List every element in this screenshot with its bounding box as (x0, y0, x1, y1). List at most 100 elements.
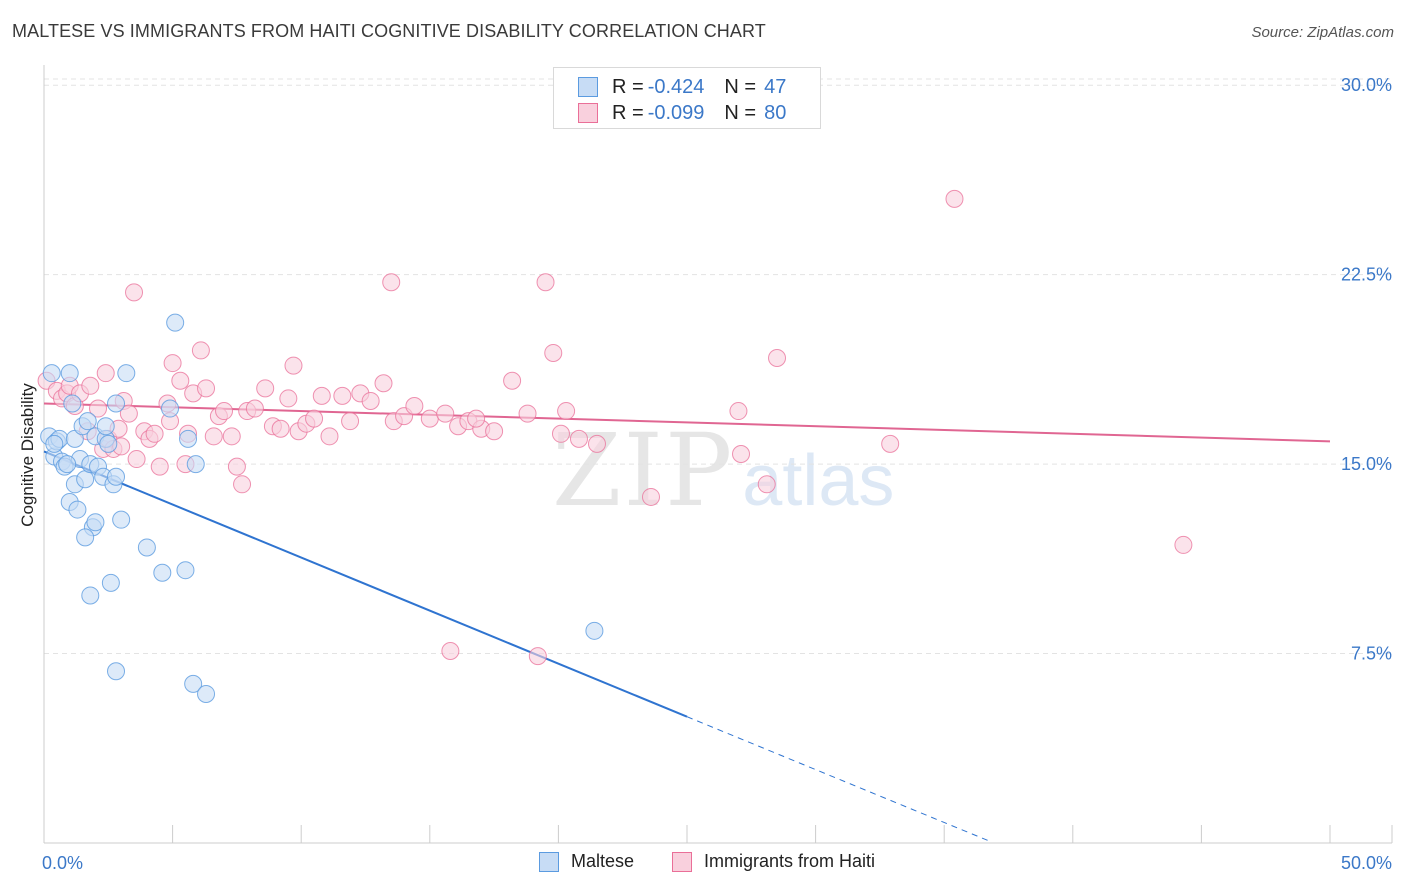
haiti-point (81, 376, 100, 395)
haiti-point (279, 389, 298, 408)
maltese-point (107, 662, 126, 681)
r-label: R = (612, 75, 644, 98)
haiti-point (150, 457, 169, 476)
haiti-point (732, 445, 751, 463)
r-value: -0.424 (647, 75, 705, 98)
haiti-point (485, 422, 504, 441)
haiti-point (305, 409, 324, 428)
maltese-swatch (578, 77, 598, 97)
haiti-point (768, 349, 787, 368)
y-tick-label: 30.0% (1341, 75, 1392, 95)
haiti-point (341, 412, 360, 431)
haiti-point (320, 427, 339, 446)
haiti-point (191, 341, 210, 360)
haiti-point (361, 391, 380, 410)
maltese-point (76, 528, 95, 547)
maltese-point (42, 364, 61, 383)
maltese-point (78, 412, 97, 431)
maltese-point (45, 434, 64, 453)
maltese-point (161, 399, 180, 418)
maltese-point (63, 394, 82, 413)
haiti-point (881, 434, 900, 453)
maltese-point (117, 364, 136, 383)
axes (43, 65, 1393, 844)
haiti-point (503, 371, 522, 390)
n-value: 80 (764, 101, 787, 124)
maltese-point (76, 470, 95, 489)
maltese-point (137, 538, 156, 557)
haiti-swatch (578, 103, 598, 123)
haiti-point (233, 475, 252, 494)
haiti-point (587, 434, 606, 453)
stats-row-maltese: R = -0.424 N = 47 (578, 74, 786, 100)
x-tick-label: 50.0% (1341, 853, 1392, 873)
haiti-point (757, 475, 776, 494)
maltese-point (96, 417, 115, 436)
maltese-point (153, 563, 172, 582)
haiti-point (945, 189, 964, 208)
maltese-point (58, 455, 77, 474)
haiti-points (37, 189, 1193, 666)
haiti-point (467, 409, 486, 428)
maltese-point (186, 455, 205, 474)
haiti-point (215, 402, 234, 421)
r-value: -0.099 (647, 101, 705, 124)
maltese-point (60, 364, 79, 383)
legend-item-haiti[interactable]: Immigrants from Haiti (672, 851, 875, 872)
haiti-point (528, 647, 547, 666)
haiti-point (284, 356, 303, 375)
haiti-point (171, 371, 190, 390)
maltese-points (40, 313, 604, 703)
maltese-point (112, 510, 131, 529)
chart-title: MALTESE VS IMMIGRANTS FROM HAITI COGNITI… (12, 21, 766, 41)
watermark: ZIP atlas (552, 412, 894, 529)
n-value: 47 (764, 75, 787, 98)
maltese-point (585, 621, 604, 640)
maltese-point (99, 434, 118, 453)
maltese-point (176, 561, 195, 580)
haiti-point (441, 642, 460, 661)
haiti-point (333, 386, 352, 405)
haiti-point (729, 402, 748, 421)
maltese-point (81, 586, 100, 605)
r-label: R = (612, 101, 644, 124)
legend-label-haiti: Immigrants from Haiti (704, 851, 876, 871)
haiti-point (89, 399, 108, 418)
y-tick-label: 7.5% (1351, 644, 1392, 664)
haiti-point (551, 424, 570, 443)
haiti-point (245, 399, 264, 418)
n-label: N = (724, 101, 757, 124)
axis-labels: 7.5% 15.0% 22.5% 30.0% 0.0% 50.0% Cognitive Di… (18, 75, 1392, 873)
haiti-point (125, 283, 144, 302)
haiti-point (518, 404, 537, 423)
chart-source: Source: ZipAtlas.com (1251, 24, 1394, 41)
haiti-point (227, 457, 246, 476)
maltese-point (179, 429, 198, 448)
maltese-point (166, 313, 185, 332)
maltese-point (107, 467, 126, 486)
haiti-point (436, 404, 455, 423)
legend-label-maltese: Maltese (571, 851, 635, 871)
maltese-point (101, 573, 120, 592)
stats-legend-box: R = -0.424 N = 47 R = -0.099 N = 80 (553, 67, 821, 129)
n-label: N = (724, 75, 757, 98)
maltese-legend-swatch (539, 851, 559, 872)
haiti-point (569, 429, 588, 448)
maltese-trend-line (43, 450, 688, 718)
haiti-point (557, 402, 576, 421)
haiti-point (127, 450, 146, 469)
haiti-point (544, 343, 563, 362)
bottom-legend: Maltese Immigrants from Haiti (0, 851, 1406, 877)
maltese-point (197, 684, 216, 703)
haiti-point (256, 379, 275, 398)
haiti-point (1174, 535, 1193, 554)
maltese-point (184, 674, 203, 693)
legend-item-maltese[interactable]: Maltese (539, 851, 634, 872)
haiti-point (641, 487, 660, 506)
haiti-point (145, 424, 164, 443)
maltese-point (68, 500, 87, 519)
x-tick-label: 0.0% (42, 853, 83, 873)
haiti-point (204, 427, 223, 446)
grid-lines (44, 78, 1392, 655)
